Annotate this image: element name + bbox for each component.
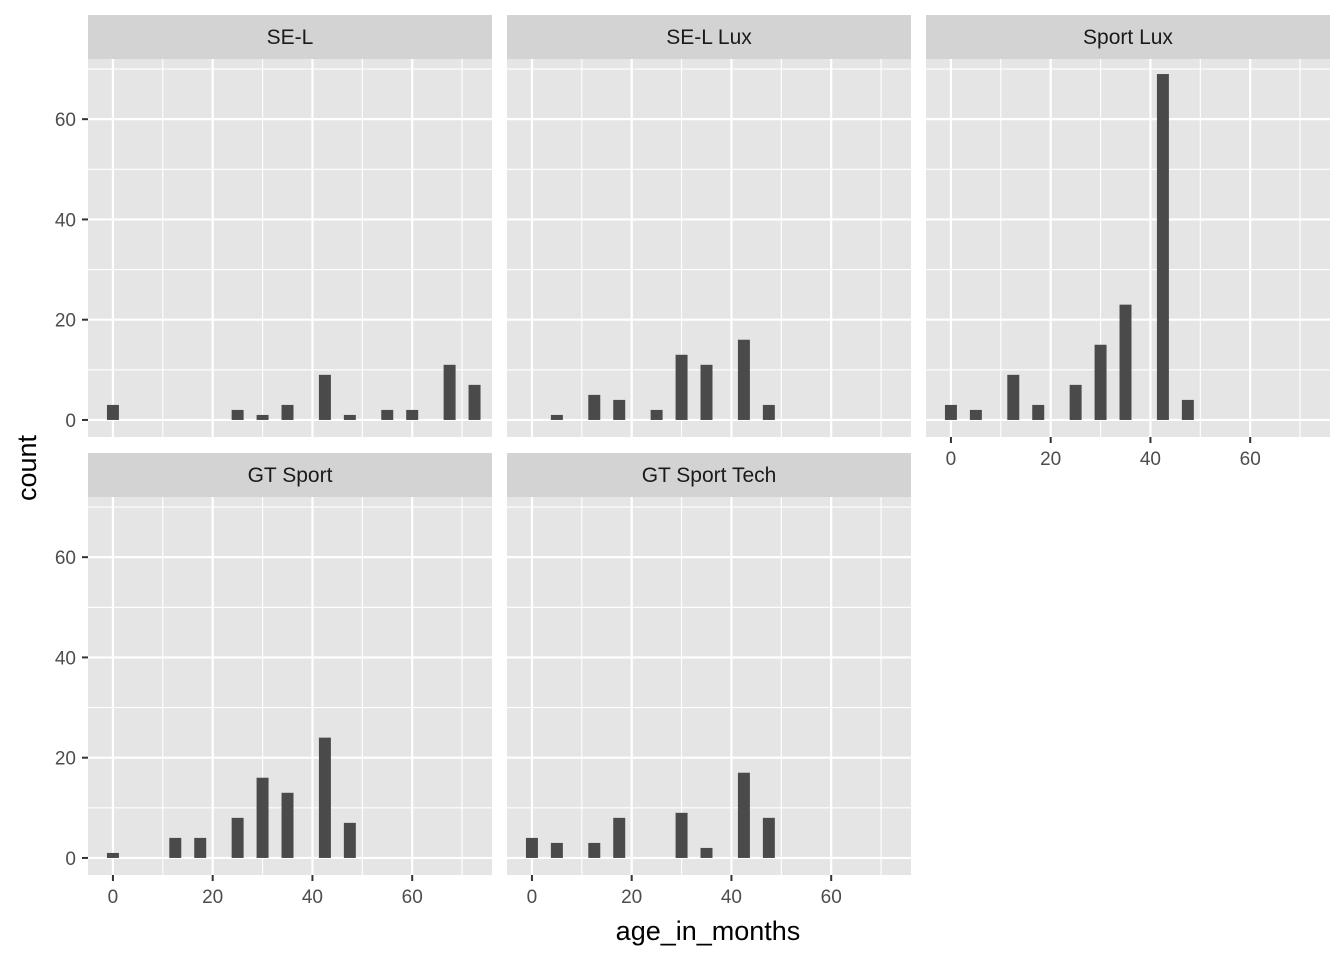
facet-strip-label: SE-L xyxy=(267,26,314,49)
bar-gt-sport-tech-4 xyxy=(675,812,688,858)
bar-se-l-lux-2 xyxy=(613,399,626,420)
bar-gt-sport-5 xyxy=(281,792,294,858)
bar-gt-sport-0 xyxy=(106,852,119,858)
y-tick-label: 20 xyxy=(55,749,76,770)
x-tick-label: 40 xyxy=(721,887,742,908)
bar-sport-lux-4 xyxy=(1069,384,1082,420)
bar-se-l-lux-6 xyxy=(737,339,750,420)
x-tick-label: 0 xyxy=(527,887,538,908)
bar-se-l-2 xyxy=(256,414,269,420)
y-tick-label: 60 xyxy=(55,110,76,131)
bar-gt-sport-1 xyxy=(169,837,182,858)
facet-strip-sport-lux xyxy=(926,15,1330,59)
facet-strip-label: GT Sport xyxy=(248,464,333,487)
x-tick-label: 20 xyxy=(621,887,642,908)
bar-sport-lux-6 xyxy=(1119,304,1132,420)
facet-strip-label: GT Sport Tech xyxy=(642,464,777,487)
y-tick-label: 60 xyxy=(55,548,76,569)
panel-background xyxy=(88,59,492,437)
facet-strip-gt-sport-tech xyxy=(507,453,911,497)
facet-strip-label: SE-L Lux xyxy=(666,26,752,49)
bar-se-l-8 xyxy=(443,364,456,420)
bar-gt-sport-4 xyxy=(256,777,269,858)
bar-se-l-3 xyxy=(281,404,294,420)
bar-gt-sport-3 xyxy=(231,817,244,858)
bar-se-l-7 xyxy=(406,409,419,420)
bar-se-l-6 xyxy=(381,409,394,420)
bar-sport-lux-7 xyxy=(1156,74,1169,420)
bar-sport-lux-0 xyxy=(944,404,957,420)
bar-gt-sport-tech-7 xyxy=(762,817,775,858)
bar-se-l-lux-5 xyxy=(700,364,713,420)
bar-gt-sport-tech-6 xyxy=(737,772,750,858)
facet-strip-se-l xyxy=(88,15,492,59)
bar-se-l-lux-7 xyxy=(762,404,775,420)
bar-sport-lux-2 xyxy=(1007,374,1020,420)
bar-sport-lux-5 xyxy=(1094,344,1107,420)
bar-gt-sport-tech-0 xyxy=(525,837,538,858)
x-tick-label: 60 xyxy=(402,887,423,908)
bar-gt-sport-2 xyxy=(194,837,207,858)
x-tick-label: 0 xyxy=(108,887,119,908)
x-tick-label: 60 xyxy=(821,887,842,908)
bar-gt-sport-7 xyxy=(343,822,356,858)
bar-sport-lux-8 xyxy=(1181,399,1194,420)
bar-gt-sport-tech-5 xyxy=(700,847,713,858)
bar-gt-sport-tech-3 xyxy=(613,817,626,858)
facet-strip-label: Sport Lux xyxy=(1083,26,1173,49)
x-tick-label: 40 xyxy=(1140,449,1161,470)
bar-se-l-5 xyxy=(343,414,356,420)
y-tick-label: 40 xyxy=(55,648,76,669)
bar-gt-sport-6 xyxy=(318,737,331,858)
facet-strip-gt-sport xyxy=(88,453,492,497)
x-tick-label: 20 xyxy=(202,887,223,908)
facet-panel-gt-sport: GT Sport 0 20 40 60 0 20 40 60 xyxy=(55,453,492,908)
x-tick-label: 40 xyxy=(302,887,323,908)
bar-gt-sport-tech-2 xyxy=(588,842,601,858)
x-axis-title: age_in_months xyxy=(616,916,801,946)
facet-panel-sport-lux: Sport Lux 0 20 40 60 xyxy=(926,15,1330,470)
facet-panel-se-l-lux: SE-L Lux xyxy=(507,15,911,437)
bar-se-l-0 xyxy=(106,404,119,420)
bar-se-l-4 xyxy=(318,374,331,420)
bar-sport-lux-1 xyxy=(969,409,982,420)
bar-gt-sport-tech-1 xyxy=(550,842,563,858)
y-tick-label: 20 xyxy=(55,311,76,332)
bar-sport-lux-3 xyxy=(1032,404,1045,420)
bar-se-l-lux-4 xyxy=(675,354,688,420)
x-tick-label: 60 xyxy=(1240,449,1261,470)
x-tick-label: 20 xyxy=(1040,449,1061,470)
y-tick-label: 0 xyxy=(65,411,76,432)
bar-se-l-9 xyxy=(468,384,481,420)
facet-panel-gt-sport-tech: GT Sport Tech 0 20 40 60 xyxy=(507,453,911,908)
bar-se-l-lux-1 xyxy=(588,394,601,420)
bar-se-l-lux-0 xyxy=(550,414,563,420)
y-tick-label: 0 xyxy=(65,849,76,870)
x-tick-label: 0 xyxy=(946,449,957,470)
y-axis-title: count xyxy=(12,434,42,501)
bar-se-l-1 xyxy=(231,409,244,420)
facet-panel-se-l: SE-L 0 20 40 60 xyxy=(55,15,492,437)
facet-strip-se-l-lux xyxy=(507,15,911,59)
bar-se-l-lux-3 xyxy=(650,409,663,420)
panel-background xyxy=(507,497,911,875)
y-tick-label: 40 xyxy=(55,210,76,231)
